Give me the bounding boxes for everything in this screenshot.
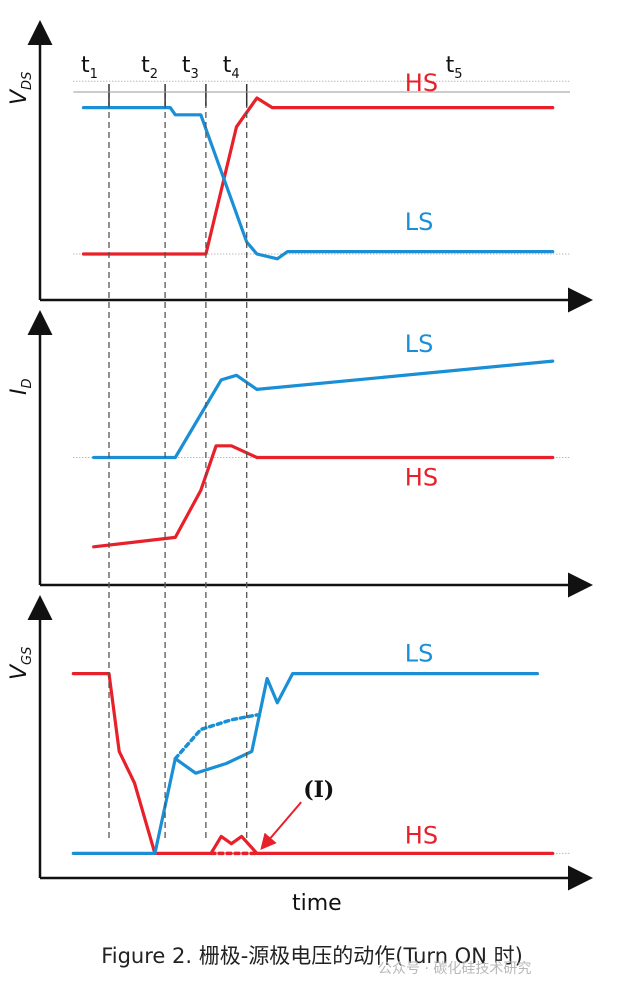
- series-ls-panel-1: [81, 106, 555, 261]
- y-axis-label-3: VGS: [7, 647, 35, 680]
- time-marker-label: t5: [446, 53, 463, 82]
- figure-caption: Figure 2. 栅极-源极电压的动作(Turn ON 时): [101, 944, 523, 968]
- y-axis-label-1: VDS: [7, 72, 35, 105]
- series-ls-dotted-panel-3: [173, 713, 259, 761]
- series-ls-panel-3: [71, 672, 539, 855]
- annotation-arrow: [260, 801, 302, 851]
- series-label-hs: HS: [405, 69, 438, 97]
- series-hs-panel-3: [71, 672, 555, 855]
- series-hs-panel-2: [92, 444, 555, 549]
- series-hs-panel-1: [81, 96, 555, 256]
- series-label-hs: HS: [405, 464, 438, 492]
- y-axis-label-2: ID: [7, 378, 35, 395]
- series-label-ls: LS: [405, 639, 434, 667]
- series-label-ls: LS: [405, 330, 434, 358]
- annotation-label: (I): [303, 777, 334, 803]
- series-ls-panel-2: [92, 359, 555, 460]
- time-marker-label: t4: [223, 53, 240, 82]
- series-label-ls: LS: [405, 208, 434, 236]
- series-label-hs: HS: [405, 822, 438, 850]
- time-marker-label: t3: [182, 53, 199, 82]
- time-marker-label: t2: [141, 53, 158, 82]
- x-axis-label: time: [292, 891, 342, 916]
- time-marker-label: t1: [81, 53, 98, 82]
- watermark: 公众号 · 碳化硅技术研究: [378, 961, 532, 977]
